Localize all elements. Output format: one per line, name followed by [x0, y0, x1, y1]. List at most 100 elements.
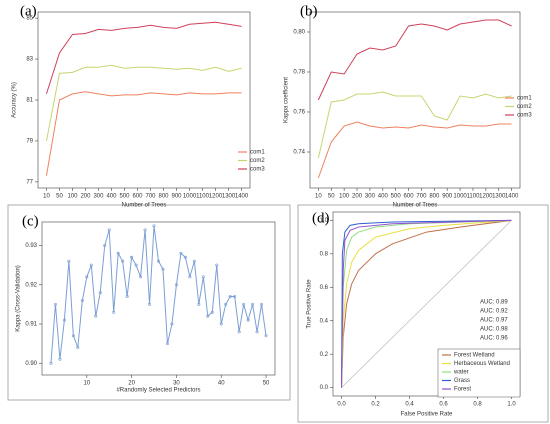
- x-tick-label: 1400: [505, 194, 519, 200]
- x-tick-label: 300: [365, 194, 376, 200]
- y-axis-title: Kappa coefficient: [284, 77, 290, 123]
- point: [49, 361, 53, 365]
- y-axis-title: True Positive Rate: [307, 279, 313, 329]
- point: [224, 302, 228, 306]
- y-tick-label: 79: [26, 139, 33, 145]
- plot-frame: [309, 11, 521, 189]
- x-tick-label: 30: [173, 381, 180, 387]
- x-tick-label: 200: [352, 194, 363, 200]
- x-tick-label: 50: [56, 194, 63, 200]
- panel-label: (b): [300, 3, 318, 19]
- point: [76, 346, 80, 350]
- point: [148, 302, 152, 306]
- y-tick-label: 0.0: [320, 385, 329, 391]
- point: [264, 334, 268, 338]
- y-tick-label: 81: [26, 98, 33, 104]
- point: [94, 314, 98, 318]
- point: [130, 255, 134, 259]
- series-line: [341, 219, 512, 388]
- y-tick-label: 77: [26, 179, 33, 185]
- point: [71, 334, 75, 338]
- y-tick-label: 0.93: [25, 243, 37, 249]
- x-tick-label: 1400: [235, 194, 249, 200]
- series-line: [317, 91, 512, 159]
- x-tick-label: 1000: [183, 194, 197, 200]
- point: [228, 295, 232, 299]
- auc-label: AUC: 0.92: [480, 309, 508, 315]
- panel-label: (a): [20, 3, 37, 19]
- x-tick-label: 600: [404, 194, 415, 200]
- x-tick-label: 1100: [467, 194, 481, 200]
- point: [165, 342, 169, 346]
- point: [260, 302, 264, 306]
- x-tick-label: 800: [429, 194, 440, 200]
- point: [80, 298, 84, 302]
- x-tick-label: 100: [339, 194, 350, 200]
- point: [161, 267, 165, 271]
- auc-label: AUC: 0.89: [480, 300, 508, 306]
- x-tick-label: 0.2: [371, 402, 380, 408]
- point: [121, 259, 125, 263]
- panel-label: (d): [312, 210, 330, 226]
- series-line: [45, 21, 242, 95]
- legend-label: Forest: [454, 387, 471, 393]
- legend-label: water: [453, 370, 469, 376]
- y-tick-label: 0.76: [293, 110, 305, 116]
- point: [233, 295, 237, 299]
- x-axis-title: Number of Trees: [122, 203, 167, 209]
- y-tick-label: 0.90: [25, 361, 37, 367]
- point: [251, 302, 255, 306]
- point: [139, 275, 143, 279]
- x-tick-label: 20: [128, 381, 135, 387]
- point: [255, 330, 259, 334]
- y-tick-label: 0.80: [293, 30, 305, 36]
- point: [103, 244, 107, 248]
- point: [246, 318, 250, 322]
- point: [62, 318, 66, 322]
- point: [116, 251, 120, 255]
- y-tick-label: 83: [26, 57, 33, 63]
- point: [174, 283, 178, 287]
- x-tick-label: 1100: [196, 194, 210, 200]
- x-tick-label: 1.0: [507, 402, 516, 408]
- legend-label: com2: [250, 158, 265, 164]
- x-axis-title: #Randomly Selected Predictors: [116, 388, 200, 394]
- x-tick-label: 0.6: [439, 402, 448, 408]
- point: [237, 330, 241, 334]
- legend-label: Herbaceous Wetland: [454, 361, 510, 367]
- x-axis-title: Number of Trees: [393, 203, 438, 209]
- point: [170, 322, 174, 326]
- x-tick-label: 1000: [453, 194, 467, 200]
- x-tick-label: 400: [106, 194, 117, 200]
- point: [125, 295, 129, 299]
- x-tick-label: 500: [119, 194, 130, 200]
- point: [206, 314, 210, 318]
- legend-label: com2: [517, 104, 532, 110]
- x-tick-label: 1200: [479, 194, 493, 200]
- panel-frame: [7, 204, 291, 401]
- legend-label: com3: [517, 113, 532, 119]
- series-line: [50, 225, 267, 364]
- x-tick-label: 1300: [222, 194, 236, 200]
- series-line: [341, 219, 512, 388]
- legend-label: Forest Wetland: [454, 353, 495, 359]
- y-tick-label: 0.91: [25, 322, 37, 328]
- series-line: [341, 219, 512, 388]
- series-line: [341, 219, 512, 388]
- legend-label: com1: [517, 96, 532, 102]
- point: [143, 228, 147, 232]
- x-tick-label: 1300: [492, 194, 506, 200]
- x-tick-label: 50: [328, 194, 335, 200]
- x-tick-label: 0.0: [337, 402, 346, 408]
- point: [183, 255, 187, 259]
- x-tick-label: 10: [315, 194, 322, 200]
- x-tick-label: 900: [172, 194, 183, 200]
- legend-label: Grass: [454, 378, 470, 384]
- series-line: [341, 219, 512, 388]
- y-tick-label: 0.6: [320, 285, 329, 291]
- point: [67, 259, 71, 263]
- y-tick-label: 0.2: [320, 352, 329, 358]
- series-line: [45, 64, 242, 142]
- point: [210, 310, 214, 314]
